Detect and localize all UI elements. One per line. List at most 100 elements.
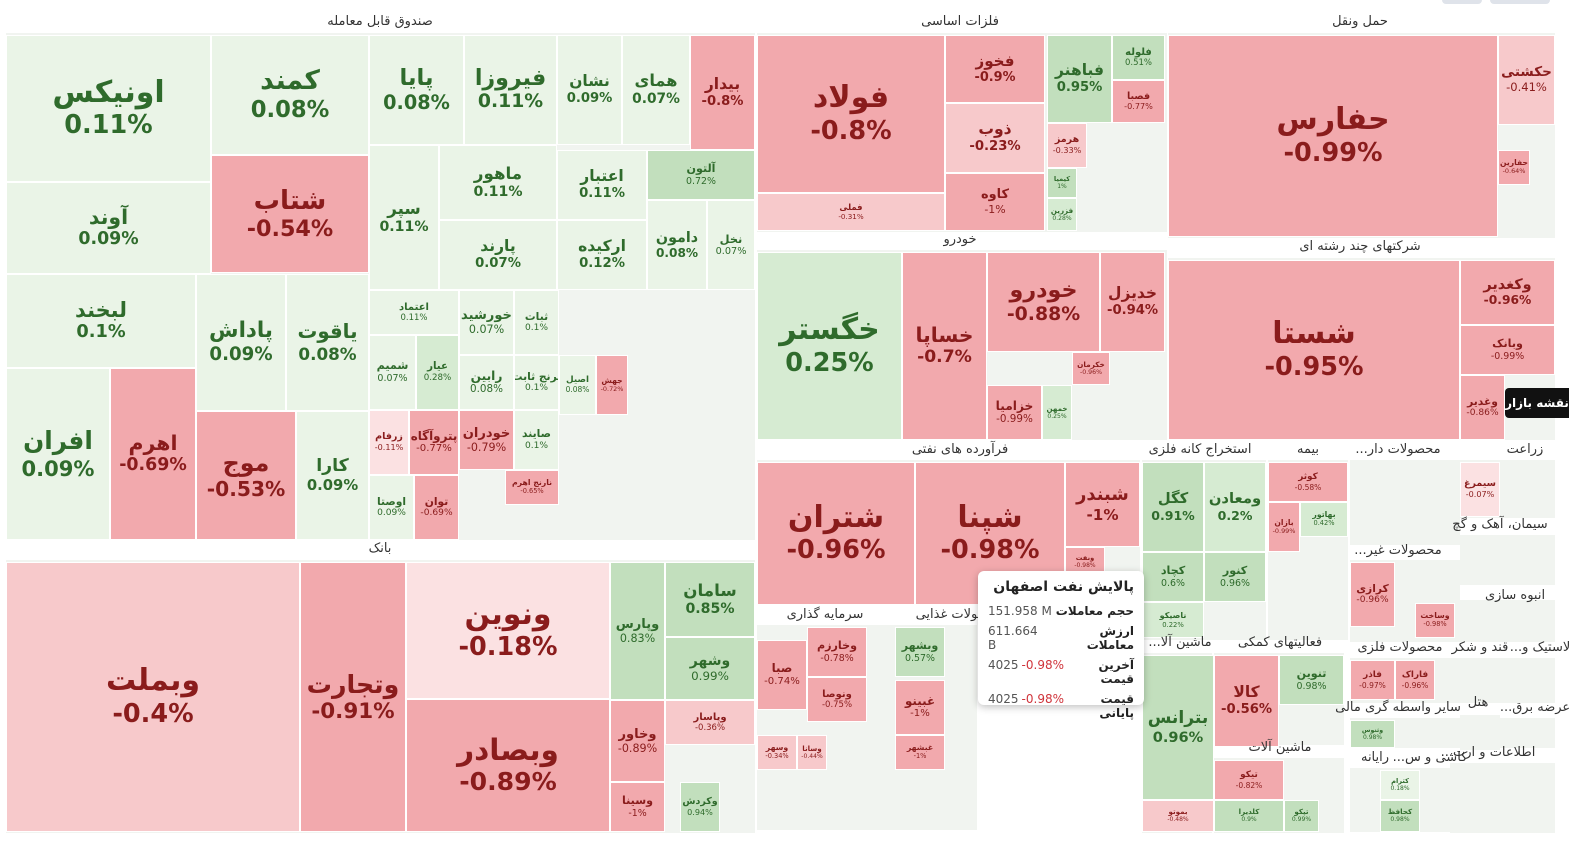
tile-name: کوثر xyxy=(1298,472,1318,483)
tooltip-value: 4025 -0.98% xyxy=(988,692,1064,720)
tile-change: -0.75% xyxy=(821,700,853,711)
tile-name: بهاتور xyxy=(1312,510,1336,520)
tile-name: خکرمان xyxy=(1077,359,1105,369)
tile-name: یاقوت xyxy=(297,320,358,344)
tile: جهش -0.72% xyxy=(596,355,628,415)
tile-name: وپاسار xyxy=(693,711,727,723)
tile-name: ناصیکو xyxy=(1159,611,1187,621)
tile-name: کمند xyxy=(260,65,320,97)
tile-change: 0.85% xyxy=(685,600,735,617)
toolbar-button[interactable] xyxy=(1442,0,1482,4)
tile-change: 0.07% xyxy=(715,245,747,257)
tile: وسانا -0.44% xyxy=(797,735,827,770)
tile-change: 0.08% xyxy=(470,383,503,396)
tile-name: افران xyxy=(23,426,93,456)
tile-change: -0.74% xyxy=(764,675,800,687)
tile: کالا -0.56% xyxy=(1214,655,1279,747)
tile-change: 0.11% xyxy=(579,186,625,202)
tile-change: -0.8% xyxy=(810,115,892,146)
sector-title: کاشی و س... xyxy=(1392,750,1468,765)
tile: اوصتا 0.09% xyxy=(369,475,414,540)
tile-change: -0.94% xyxy=(1106,303,1159,318)
tile: فملی -0.31% xyxy=(757,193,945,231)
tile-change: -0.34% xyxy=(765,752,789,760)
tile-name: کنور xyxy=(1222,563,1248,577)
tile-name: فزرین xyxy=(1050,205,1074,215)
toolbar-button[interactable] xyxy=(1490,0,1550,4)
tile: اعتبار 0.11% xyxy=(557,150,647,220)
tile: وبشهر 0.57% xyxy=(895,627,945,677)
tile-change: -0.69% xyxy=(119,455,187,476)
tile-name: زرفام xyxy=(375,431,403,443)
tile: موج -0.53% xyxy=(196,411,296,540)
tile-change: -0.11% xyxy=(374,442,404,453)
tooltip-label: حجم معاملات xyxy=(1055,604,1134,618)
tile-change: -0.56% xyxy=(1220,702,1273,717)
tile: پارند 0.07% xyxy=(439,220,557,290)
tile: شتران -0.96% xyxy=(757,462,915,605)
tile-name: خزامیا xyxy=(995,399,1034,414)
tile-change: -0.77% xyxy=(416,443,452,455)
tile-name: کچاد xyxy=(1160,563,1186,577)
tile-name: خودرو xyxy=(1009,276,1078,303)
tile: پاداش 0.09% xyxy=(196,274,286,411)
tile-change: 0.09% xyxy=(78,229,139,250)
tile-change: -0.82% xyxy=(1235,780,1263,790)
tile: ونوصا -0.75% xyxy=(807,677,867,722)
tile-change: 0.11% xyxy=(400,313,428,324)
tile-name: وثنوس xyxy=(1361,726,1384,734)
tile-name: فیروزا xyxy=(474,64,547,91)
tile-change: -0.23% xyxy=(969,139,1021,155)
sector-area xyxy=(1500,658,1555,703)
tile: زرفام -0.11% xyxy=(369,410,409,475)
tile-name: کترام xyxy=(1391,776,1409,785)
tile-name: صایند xyxy=(522,427,551,441)
sector-title: بیمه xyxy=(1296,442,1320,457)
side-tab[interactable]: نقشه بازار xyxy=(1505,388,1569,418)
tile-change: -0.98% xyxy=(1423,620,1447,628)
tooltip-row: ارزش معاملات 611.664 B xyxy=(978,621,1144,655)
tile-change: 0.94% xyxy=(687,806,713,817)
tile-change: 0.98% xyxy=(1390,816,1410,824)
tile: ارکیده 0.12% xyxy=(557,220,647,290)
tile-name: تیکو xyxy=(1240,770,1258,781)
sector-title: فلزات اساسی xyxy=(921,14,999,29)
tile: فولاد -0.8% xyxy=(757,35,945,193)
tile: لبخند 0.1% xyxy=(6,274,196,368)
tile: شستا -0.95% xyxy=(1168,260,1460,440)
tile: خکرمان -0.96% xyxy=(1072,352,1110,385)
tile-name: کحافظ xyxy=(1387,807,1413,817)
tile: کترام 0.18% xyxy=(1380,770,1420,800)
tile-name: آلتون xyxy=(686,161,716,175)
tooltip-label: آخرین قیمت xyxy=(1098,658,1134,686)
tile-change: -1% xyxy=(628,807,647,819)
tile-name: کلدیرا xyxy=(1238,807,1260,817)
tile-name: شپنا xyxy=(957,499,1023,535)
tile-name: بیدار xyxy=(704,74,741,93)
tile-change: 0.11% xyxy=(477,91,544,113)
tile-change: -0.78% xyxy=(820,652,854,664)
sector-title: استخراج کانه فلزی xyxy=(1148,442,1252,457)
tile-name: وساخت xyxy=(1420,611,1450,621)
tile: حفارس -0.99% xyxy=(1168,35,1498,237)
sector-title: زراعت xyxy=(1506,442,1544,457)
tile: همای 0.07% xyxy=(622,35,690,145)
tile: سامان 0.85% xyxy=(665,562,755,637)
tile-change: 0.95% xyxy=(1056,80,1103,95)
tile-change: -0.65% xyxy=(520,487,544,495)
tile-change: 0.1% xyxy=(524,323,549,334)
tile-name: فملی xyxy=(839,201,863,212)
tile-change: -0.33% xyxy=(1052,145,1082,156)
tile-change: 0.98% xyxy=(1362,733,1383,741)
tile-name: دامون xyxy=(655,229,699,246)
tile: وبانک -0.99% xyxy=(1460,325,1555,375)
tile: خودرو -0.88% xyxy=(987,252,1100,352)
tile: وخارزم -0.78% xyxy=(807,627,867,677)
tile-change: -1% xyxy=(1086,505,1119,524)
tile-name: خورشید xyxy=(461,308,512,324)
sector-title: شرکتهای چند رشته ای xyxy=(1299,239,1421,254)
tile-name: ترنج ثابت xyxy=(514,369,559,383)
tile-name: فصبا xyxy=(1126,91,1151,103)
tile-change: -0.89% xyxy=(617,741,658,755)
